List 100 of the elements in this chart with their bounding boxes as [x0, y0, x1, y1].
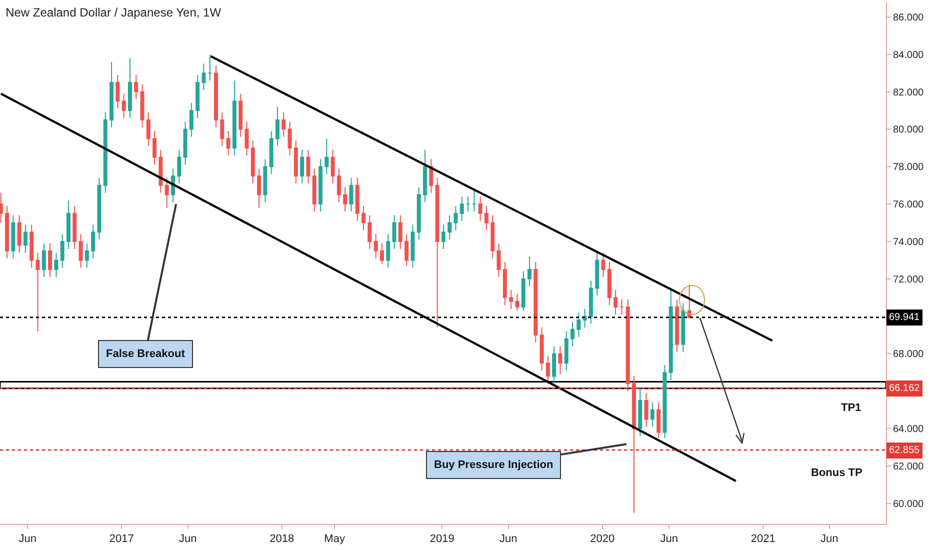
candlestick — [158, 149, 163, 194]
candlestick — [263, 158, 268, 203]
ref-line-label: 69.941 — [889, 312, 920, 323]
candlestick — [312, 168, 316, 212]
candlestick — [275, 106, 280, 147]
candlestick — [527, 256, 532, 287]
candlestick — [214, 65, 218, 128]
candlestick — [183, 121, 188, 166]
candlestick — [48, 242, 52, 278]
candlestick — [410, 224, 415, 268]
candlestick — [226, 130, 230, 156]
x-tick-label: 2017 — [109, 533, 134, 546]
candlestick — [170, 168, 175, 203]
candlestick — [23, 224, 28, 254]
candlestick — [300, 149, 304, 184]
candlestick — [78, 234, 83, 268]
candlestick — [336, 168, 341, 203]
candlestick — [638, 386, 642, 437]
candlestick — [564, 330, 568, 372]
candlestick — [343, 186, 348, 212]
candlestick — [607, 262, 612, 306]
annotation: Buy Pressure Injection — [434, 459, 554, 471]
candlestick — [146, 112, 150, 147]
candlestick — [644, 392, 648, 428]
candlestick — [435, 177, 440, 328]
candlestick — [656, 402, 661, 438]
candlestick — [416, 186, 421, 240]
candlestick — [509, 290, 514, 310]
candlestick — [552, 346, 556, 384]
candlestick — [368, 214, 372, 250]
candlestick — [306, 149, 310, 184]
candlestick — [472, 190, 476, 212]
candlestick — [330, 149, 335, 184]
x-tick-label: 2020 — [590, 533, 615, 546]
candlestick — [374, 234, 378, 259]
candlestick — [208, 54, 212, 82]
candlestick — [17, 214, 22, 254]
candlestick — [36, 252, 40, 332]
candlestick — [484, 205, 488, 231]
x-tick-label: 2021 — [750, 533, 776, 546]
candlestick — [576, 312, 581, 338]
candlestick — [30, 224, 34, 268]
candlestick — [502, 262, 507, 306]
y-tick-label: 80.000 — [893, 124, 924, 136]
candlestick — [380, 242, 384, 264]
candlestick — [122, 93, 126, 118]
candlestick — [392, 214, 396, 250]
candlestick — [558, 346, 562, 375]
candlestick — [116, 74, 120, 110]
candlestick — [42, 242, 46, 278]
candlestick — [398, 214, 402, 250]
candlestick — [490, 214, 495, 259]
candlestick — [196, 74, 200, 118]
candlestick — [164, 177, 169, 208]
candlestick — [441, 224, 446, 250]
candlestick — [496, 242, 501, 278]
x-tick-label: 2018 — [270, 533, 294, 546]
candlestick — [244, 121, 249, 156]
candlestick — [134, 74, 138, 100]
candlestick — [288, 121, 292, 156]
y-tick-label: 72.000 — [893, 274, 924, 286]
candlestick — [294, 140, 298, 184]
candlestick — [466, 196, 470, 212]
x-tick-label: Jun — [18, 533, 37, 546]
candlestick — [11, 214, 16, 259]
y-tick-label: 82.000 — [893, 87, 924, 98]
ref-line-label: 66.162 — [889, 383, 920, 394]
candlestick — [140, 84, 144, 128]
y-tick-label: 68.000 — [893, 349, 924, 360]
candlestick — [128, 58, 132, 118]
x-tick-label: Jun — [500, 533, 518, 546]
candlestick — [515, 293, 520, 312]
candlestick — [60, 234, 64, 268]
chart-title: New Zealand Dollar / Japanese Yen, 1W — [6, 6, 222, 20]
candlestick — [232, 80, 236, 156]
candlestick — [355, 177, 360, 222]
y-tick-label: 60.000 — [893, 498, 924, 510]
candlestick — [54, 252, 58, 278]
candlestick — [318, 158, 323, 212]
candlestick — [521, 270, 526, 312]
candlestick — [626, 298, 630, 392]
candlestick — [620, 298, 624, 315]
candlestick — [662, 364, 667, 438]
candlestick — [614, 290, 618, 315]
annotation: Bonus TP — [811, 467, 862, 479]
ref-line-label: 62.855 — [889, 445, 920, 456]
candlestick — [540, 327, 544, 372]
candlestick — [632, 376, 636, 514]
candlestick — [282, 112, 286, 138]
candlestick — [460, 196, 464, 222]
y-tick-label: 76.000 — [893, 200, 924, 211]
candlestick — [103, 112, 108, 194]
candlestick — [422, 149, 427, 203]
candlestick — [478, 196, 482, 222]
candlestick — [448, 214, 452, 240]
candlestick — [386, 234, 390, 268]
y-tick-label: 84.000 — [893, 50, 924, 61]
candlestick — [681, 302, 686, 352]
candlestick — [152, 130, 157, 166]
candlestick — [349, 177, 354, 212]
